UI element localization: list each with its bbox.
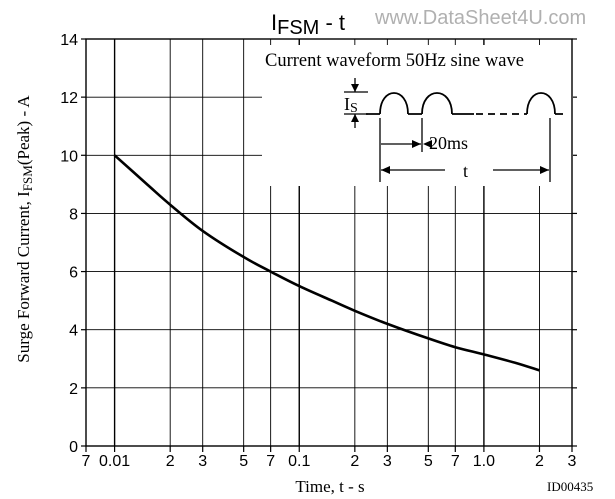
x-tick-label: 3	[568, 453, 577, 470]
y-axis-label-pre: Surge Forward Current, I	[14, 191, 33, 363]
x-tick-label: 0.01	[99, 453, 130, 470]
duration-arrowhead-left	[381, 166, 390, 174]
y-tick-label: 6	[69, 265, 78, 282]
period-arrowhead-left	[423, 140, 432, 148]
x-tick-label: 3	[383, 453, 392, 470]
series-line-0	[113, 154, 540, 372]
duration-arrowhead-right	[540, 166, 549, 174]
x-tick-label: 1.0	[473, 453, 495, 470]
y-tick-label: 8	[69, 206, 78, 223]
waveform-line	[366, 92, 563, 115]
y-tick-label: 12	[60, 90, 78, 107]
figure-id: ID00435	[547, 479, 593, 494]
curve-layer	[113, 154, 540, 372]
y-tick-label: 14	[60, 32, 78, 49]
watermark: www.DataSheet4U.com	[374, 7, 586, 29]
chart-title: IFSM - t	[271, 10, 345, 39]
x-tick-label: 2	[166, 453, 175, 470]
waveform-inset: Current waveform 50Hz sine wave IS 20ms …	[265, 51, 563, 182]
tick-marks	[81, 38, 577, 452]
chart-title-rest: - t	[319, 10, 345, 35]
x-tick-label: 7	[451, 453, 460, 470]
y-tick-label: 2	[69, 381, 78, 398]
amp-label: IS	[344, 94, 358, 116]
x-tick-labels: 7 0.01 2 3 5 7 0.1 2 3 5 7 1.0 2 3	[82, 453, 577, 470]
x-tick-label: 3	[198, 453, 207, 470]
period-label: 20ms	[429, 133, 468, 153]
x-tick-label: 7	[82, 453, 91, 470]
amp-label-sub: S	[350, 101, 358, 116]
y-tick-label: 0	[69, 439, 78, 456]
y-axis-label-sub: FSM	[20, 165, 35, 191]
chart-title-main: I	[271, 10, 277, 35]
inset-caption: Current waveform 50Hz sine wave	[265, 51, 524, 71]
amp-arrowhead-bottom	[351, 114, 359, 122]
x-axis-label: Time, t - s	[295, 477, 364, 496]
chart-title-sub: FSM	[277, 17, 319, 39]
period-arrowhead-right	[412, 140, 421, 148]
x-tick-label: 7	[266, 453, 275, 470]
x-tick-label: 2	[350, 453, 359, 470]
x-tick-label: 2	[535, 453, 544, 470]
amp-label-main: I	[344, 94, 350, 114]
y-axis-label-post: (Peak) - A	[14, 95, 33, 166]
duration-label: t	[463, 161, 468, 181]
x-tick-label: 5	[239, 453, 248, 470]
y-tick-labels: 0 2 4 6 8 10 12 14	[60, 32, 78, 456]
plot-frame	[85, 38, 573, 447]
x-tick-label: 5	[424, 453, 433, 470]
y-tick-label: 4	[69, 323, 78, 340]
amp-arrowhead-top	[351, 84, 359, 92]
x-tick-label: 0.1	[288, 453, 310, 470]
y-tick-label: 10	[60, 148, 78, 165]
y-axis-label: Surge Forward Current, IFSM(Peak) - A	[14, 95, 35, 363]
inset-background	[262, 45, 573, 186]
